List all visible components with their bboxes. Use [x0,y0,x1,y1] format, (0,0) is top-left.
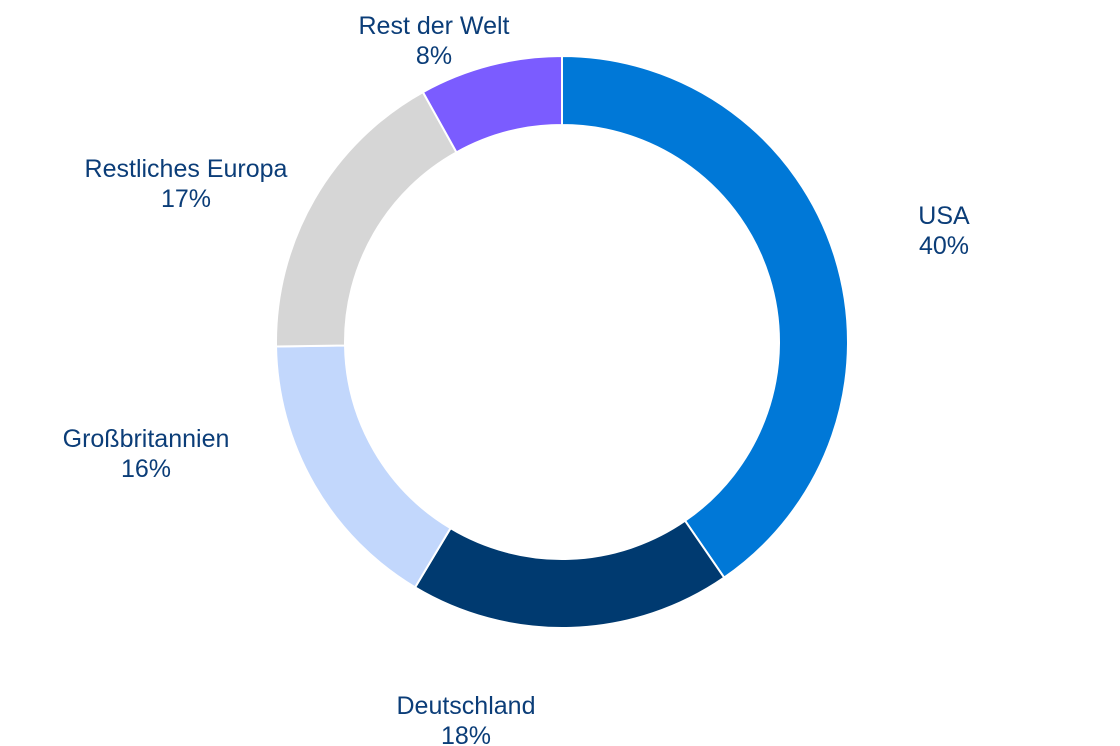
slice-label-name: Rest der Welt [359,12,510,40]
slice-label-value: 40% [919,232,969,260]
donut-slice-rest-der-welt [421,54,563,154]
slice-label-name: Deutschland [397,692,536,720]
donut-slice-deutschland [413,519,726,629]
donut-slice-großbritannien [275,344,452,589]
slice-label-name: Restliches Europa [85,155,288,183]
slices-layer [275,54,849,629]
slice-label-value: 8% [416,42,452,70]
donut-slice-restliches-europa [275,90,458,348]
slice-label-name: Großbritannien [63,425,230,453]
slice-label-value: 18% [441,722,491,746]
slice-label-value: 16% [121,455,171,483]
slice-label-name: USA [918,202,970,230]
donut-slice-usa [561,54,849,579]
slice-label-value: 17% [161,185,211,213]
